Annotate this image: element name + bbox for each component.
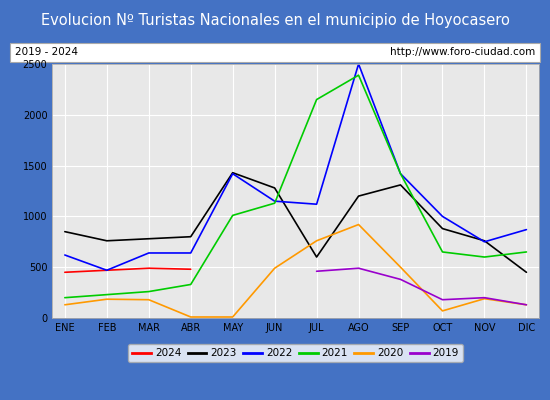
Text: http://www.foro-ciudad.com: http://www.foro-ciudad.com [389,47,535,57]
Text: 2019 - 2024: 2019 - 2024 [15,47,78,57]
Text: Evolucion Nº Turistas Nacionales en el municipio de Hoyocasero: Evolucion Nº Turistas Nacionales en el m… [41,14,509,28]
Legend: 2024, 2023, 2022, 2021, 2020, 2019: 2024, 2023, 2022, 2021, 2020, 2019 [128,344,463,362]
FancyBboxPatch shape [10,43,540,62]
